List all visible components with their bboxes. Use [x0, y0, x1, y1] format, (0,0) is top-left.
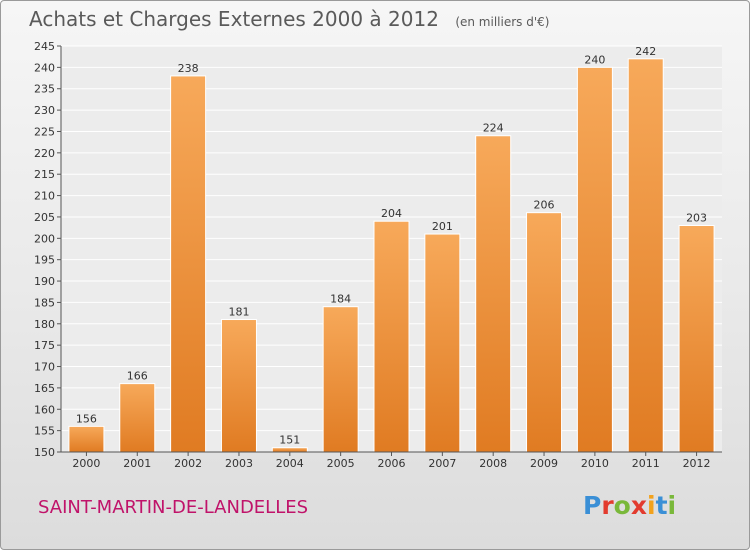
x-tick-label: 2012 [683, 457, 711, 470]
chart-title: Achats et Charges Externes 2000 à 2012 (… [29, 7, 549, 31]
y-tick-label: 160 [34, 403, 55, 416]
y-tick-label: 165 [34, 382, 55, 395]
data-label: 201 [432, 220, 453, 233]
y-tick-label: 150 [34, 446, 55, 459]
data-label: 204 [381, 207, 402, 220]
bar [526, 212, 563, 453]
y-tick-label: 190 [34, 275, 55, 288]
bar [119, 383, 156, 453]
y-tick-label: 225 [34, 125, 55, 138]
y-axis-ticks: 150 155 160 165 170 175 180 185 190 195 200 205 210 2… [34, 40, 61, 459]
data-label: 184 [330, 293, 351, 306]
y-tick-label: 185 [34, 296, 55, 309]
x-tick-label: 2007 [428, 457, 456, 470]
proxiti-logo: Proxiti [583, 491, 676, 520]
commune-name: SAINT-MARTIN-DE-LANDELLES [38, 497, 309, 518]
y-tick-label: 175 [34, 339, 55, 352]
y-tick-label: 210 [34, 190, 55, 203]
bars: 156 166 238 181 151 184 204 201 224 206 240 242 203 [68, 45, 715, 453]
data-label: 206 [534, 199, 555, 212]
bar [170, 75, 207, 453]
y-tick-label: 245 [34, 40, 55, 53]
x-tick-label: 2005 [327, 457, 355, 470]
y-tick-label: 220 [34, 147, 55, 160]
bar [373, 220, 410, 453]
title-unit: (en milliers d'€) [455, 15, 550, 29]
logo-letter: i [647, 491, 656, 520]
x-tick-label: 2011 [632, 457, 660, 470]
x-tick-label: 2009 [530, 457, 558, 470]
bar [322, 306, 359, 453]
data-label: 224 [483, 122, 504, 135]
y-tick-label: 195 [34, 254, 55, 267]
x-tick-label: 2002 [174, 457, 202, 470]
data-label: 240 [584, 53, 605, 66]
logo-letter: o [613, 491, 631, 520]
y-tick-label: 235 [34, 83, 55, 96]
x-tick-label: 2000 [72, 457, 100, 470]
data-label: 166 [127, 370, 148, 383]
data-label: 151 [279, 434, 300, 447]
data-label: 242 [635, 45, 656, 58]
y-tick-label: 180 [34, 318, 55, 331]
logo-letter: r [601, 491, 614, 520]
x-tick-label: 2004 [276, 457, 304, 470]
bar [68, 425, 105, 453]
data-label: 238 [178, 62, 199, 75]
logo-letter: P [583, 491, 602, 520]
bar [271, 447, 308, 453]
data-label: 203 [686, 211, 707, 224]
x-tick-label: 2001 [123, 457, 151, 470]
logo-letter: t [655, 491, 668, 520]
y-tick-label: 205 [34, 211, 55, 224]
x-tick-label: 2008 [479, 457, 507, 470]
y-tick-label: 155 [34, 425, 55, 438]
bar [576, 66, 613, 453]
x-tick-label: 2006 [378, 457, 406, 470]
logo-letter: x [630, 491, 647, 520]
data-label: 181 [228, 306, 249, 319]
y-tick-label: 200 [34, 232, 55, 245]
y-tick-label: 215 [34, 168, 55, 181]
x-tick-label: 2010 [581, 457, 609, 470]
data-label: 156 [76, 412, 97, 425]
y-tick-label: 240 [34, 61, 55, 74]
y-tick-label: 170 [34, 361, 55, 374]
title-text: Achats et Charges Externes 2000 à 2012 [29, 7, 439, 31]
bar [678, 224, 715, 453]
bar [627, 58, 664, 453]
bar [424, 233, 461, 453]
bar [475, 135, 512, 453]
x-axis-ticks: 2000 2001 2002 2003 2004 2005 2006 2007 2008 2009… [72, 452, 711, 470]
y-tick-label: 230 [34, 104, 55, 117]
x-tick-label: 2003 [225, 457, 253, 470]
bar [220, 319, 257, 453]
logo-letter: i [667, 491, 677, 520]
